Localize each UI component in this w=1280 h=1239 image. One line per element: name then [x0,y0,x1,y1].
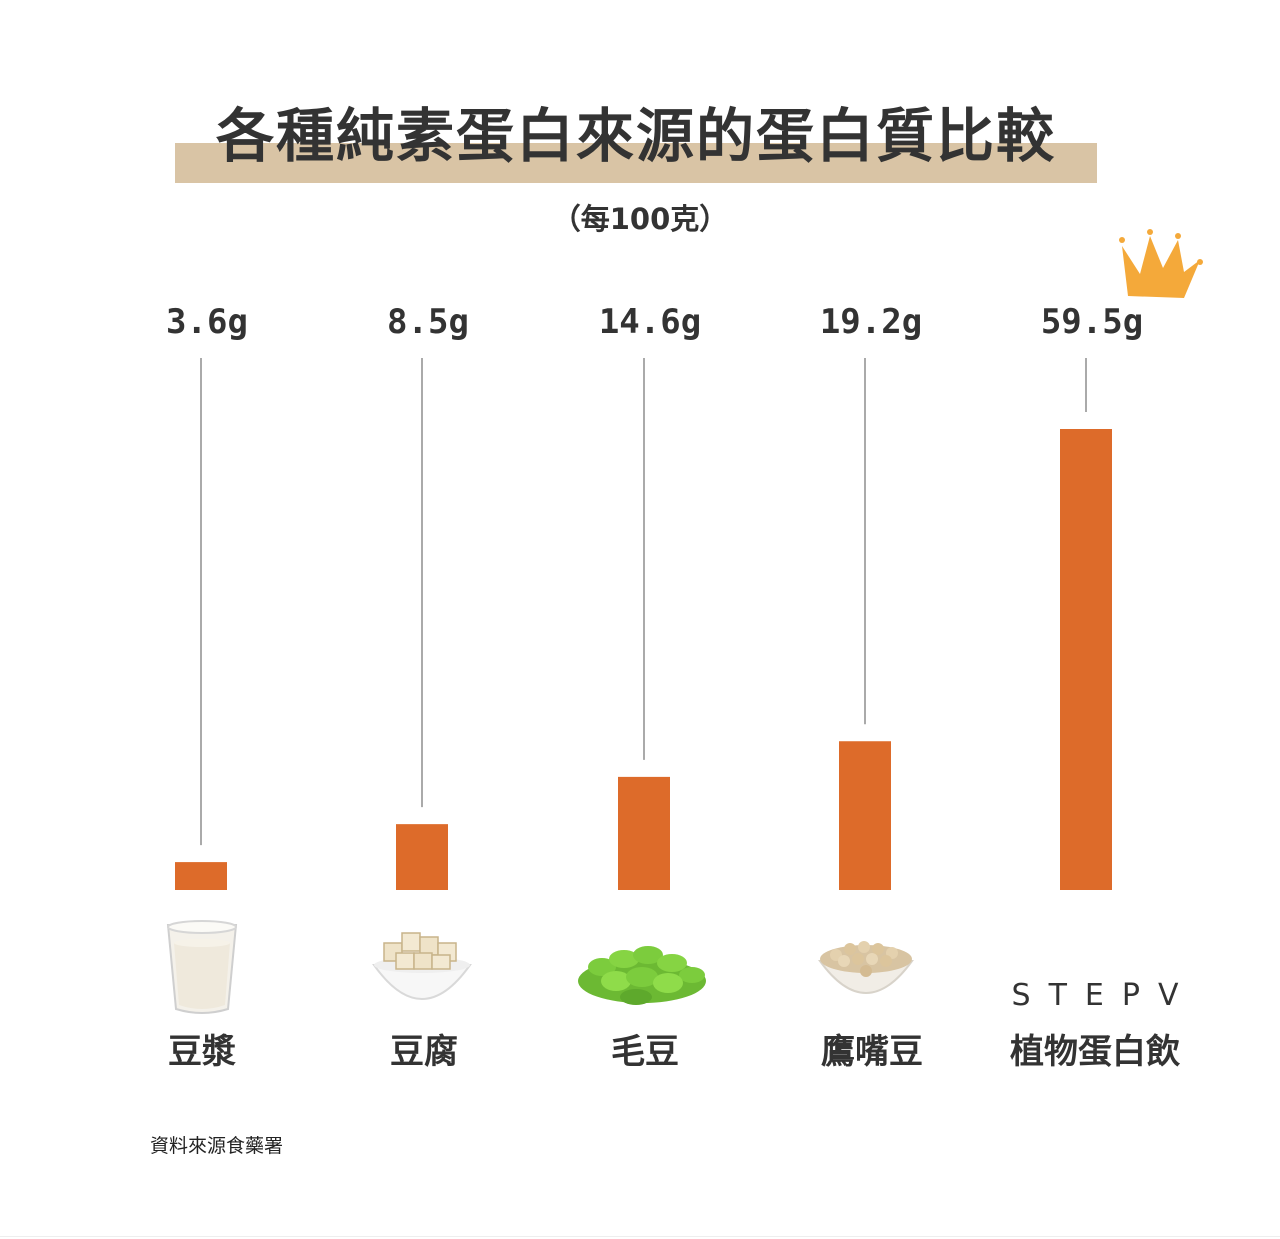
chart-subtitle: （每100克） [551,202,729,236]
brand-logo-text: STEPV [1011,978,1197,1013]
soy-milk-glass-icon [166,920,238,1014]
crown-icon [1119,229,1203,298]
value-label-0: 3.6g [166,302,248,342]
bar-4 [1060,429,1112,890]
bar-0 [175,862,227,890]
value-label-4: 59.5g [1041,302,1143,342]
chickpea-bowl-icon [818,941,914,994]
category-label-plant-protein-drink: 植物蛋白飲 [1010,1032,1180,1072]
bar-3 [839,741,891,890]
category-label-chickpea: 鷹嘴豆 [821,1032,923,1072]
value-label-2: 14.6g [599,302,701,342]
food-images [0,905,1280,1105]
category-label-soy-milk: 豆漿 [168,1032,236,1072]
bottom-divider [0,1236,1280,1237]
bar-2 [618,776,670,890]
title-underline-band [175,143,1097,183]
source-note: 資料來源食藥署 [150,1135,284,1157]
chart-title: 各種純素蛋白來源的蛋白質比較 [215,102,1056,170]
value-label-1: 8.5g [387,302,469,342]
value-label-3: 19.2g [820,302,922,342]
category-label-tofu: 豆腐 [390,1032,458,1072]
bar-1 [396,824,448,890]
tofu-bowl-icon [372,932,472,1000]
category-label-edamame: 毛豆 [611,1032,679,1072]
edamame-icon [578,946,706,1005]
bars-layer: 3.6g 8.5g 14.6g 19.2g 59.5g [166,302,1143,890]
